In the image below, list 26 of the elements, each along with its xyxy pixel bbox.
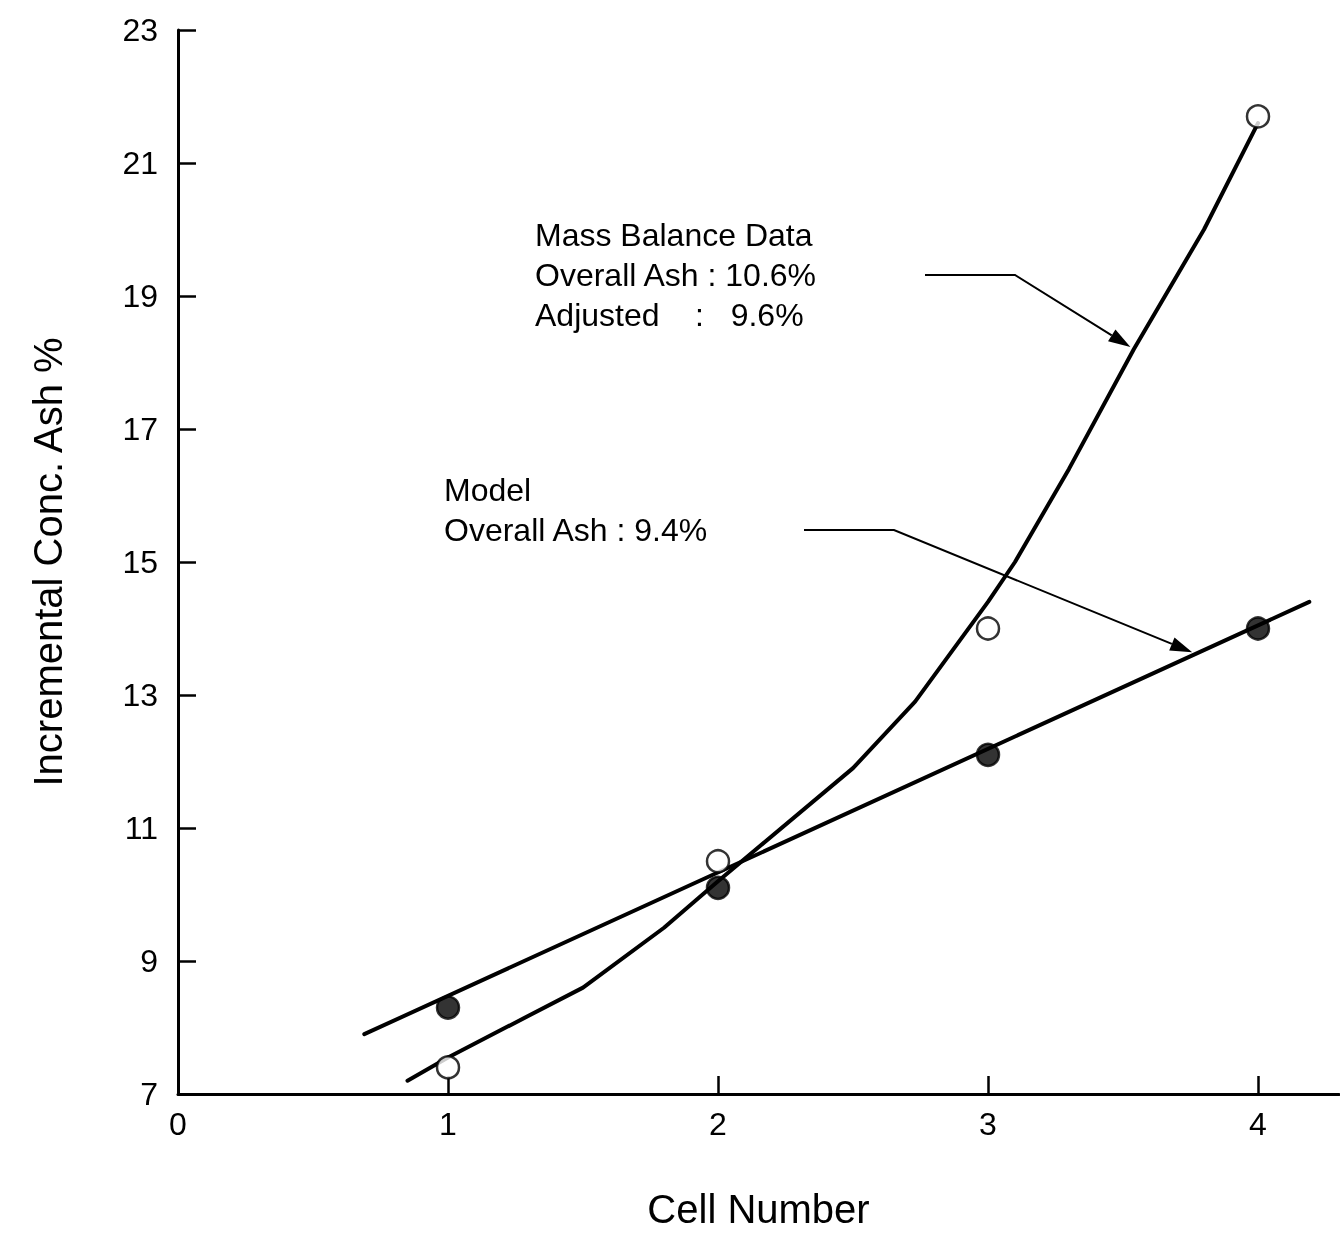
annotation: Mass Balance Data Overall Ash : 10.6% Adjusted : 9.6% — [535, 217, 817, 333]
y-tick-label: 19 — [122, 278, 158, 314]
point — [435, 1055, 461, 1080]
point — [975, 742, 1001, 768]
point — [435, 995, 461, 1020]
y-tick-label: 15 — [122, 544, 158, 580]
y-axis-title: Incremental Conc. Ash % — [26, 337, 70, 787]
y-tick-label: 9 — [140, 943, 158, 979]
x-tick-label: 0 — [169, 1106, 187, 1142]
x-axis-title: Cell Number — [647, 1187, 870, 1231]
point — [1245, 616, 1271, 641]
x-tick-label: 2 — [709, 1106, 727, 1142]
point — [705, 849, 731, 874]
y-tick-label: 7 — [140, 1076, 158, 1112]
point — [975, 616, 1001, 641]
y-tick-label: 17 — [122, 411, 158, 447]
x-tick-label: 3 — [979, 1106, 997, 1142]
point — [1245, 104, 1271, 129]
y-tick-label: 13 — [122, 677, 158, 713]
y-tick-label: 11 — [124, 810, 158, 846]
x-tick-label: 4 — [1249, 1106, 1267, 1142]
x-tick-label: 1 — [439, 1106, 457, 1142]
y-tick-label: 23 — [122, 12, 158, 48]
y-tick-label: 21 — [122, 145, 158, 181]
annotation: Model Overall Ash : 9.4% — [444, 472, 708, 548]
point — [705, 875, 731, 901]
